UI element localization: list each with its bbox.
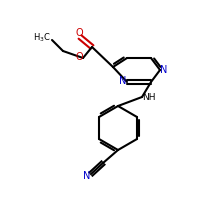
Text: O: O — [75, 52, 83, 62]
Text: H$_3$C: H$_3$C — [33, 32, 51, 44]
Text: O: O — [75, 28, 83, 38]
Text: N: N — [119, 76, 127, 86]
Text: N: N — [160, 65, 168, 75]
Text: N: N — [83, 171, 91, 181]
Text: NH: NH — [142, 92, 156, 102]
